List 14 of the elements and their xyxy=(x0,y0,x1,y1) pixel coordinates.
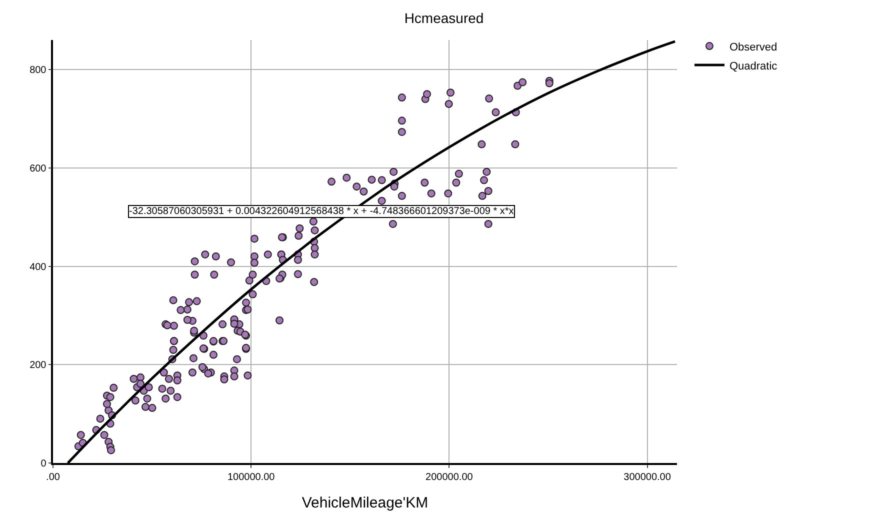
x-tick-label: 100000.00 xyxy=(227,472,276,483)
x-tick-label: .00 xyxy=(46,472,60,483)
y-tick-label: 600 xyxy=(30,163,47,174)
x-axis-title: VehicleMileage'KM xyxy=(302,494,428,512)
x-tick-label: 200000.00 xyxy=(426,472,474,483)
legend-label: Observed xyxy=(729,41,778,54)
x-tick-label: 300000.00 xyxy=(624,472,672,483)
y-tick-label: 0 xyxy=(40,458,47,470)
y-tick-label: 800 xyxy=(30,65,47,76)
y-tick-label: 400 xyxy=(30,262,47,273)
y-tick-label: 200 xyxy=(30,360,47,372)
chart-title: Hcmeasured xyxy=(404,10,484,26)
legend-label: Quadratic xyxy=(729,60,778,72)
annotation: -32.30587060305931 + 0.004322604912568438 * x + -4.748366601209373e-009 * x*x xyxy=(129,206,514,217)
